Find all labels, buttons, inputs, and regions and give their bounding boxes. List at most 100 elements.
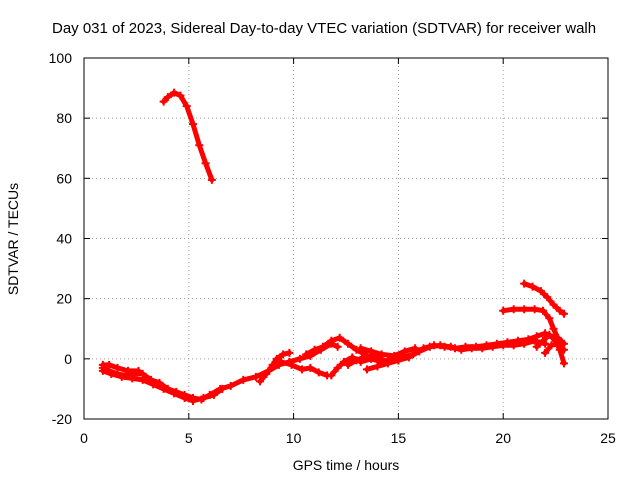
data-point (390, 351, 399, 360)
data-point (314, 368, 323, 377)
data-point (149, 380, 158, 389)
series-track-6 (277, 357, 332, 380)
data-point (377, 350, 386, 359)
data-point (425, 342, 434, 351)
series-track-1 (159, 88, 216, 184)
data-point (530, 336, 539, 345)
data-point (543, 293, 552, 302)
data-point (536, 287, 545, 296)
data-point (239, 375, 248, 384)
data-point (339, 357, 348, 366)
data-point (306, 363, 315, 372)
series-track-3 (98, 366, 227, 405)
data-point (457, 345, 466, 354)
data-point (180, 393, 189, 402)
data-point (138, 375, 147, 384)
data-point (446, 342, 455, 351)
data-point (285, 348, 294, 357)
data-point (559, 345, 568, 354)
data-point (545, 314, 554, 323)
data-point (279, 350, 288, 359)
series-track-15 (541, 339, 568, 357)
data-point (383, 359, 392, 368)
data-point (539, 306, 548, 315)
series-track-12 (499, 305, 568, 348)
data-point (436, 341, 445, 350)
chart-title: Day 031 of 2023, Sidereal Day-to-day VTE… (52, 20, 596, 37)
data-point (539, 336, 548, 345)
data-point (356, 344, 365, 353)
y-tick-label: 0 (64, 351, 72, 367)
series-track-11 (356, 344, 420, 360)
data-point (333, 342, 342, 351)
data-point (509, 305, 518, 314)
data-point (488, 342, 497, 351)
data-point (201, 159, 210, 168)
data-point (373, 362, 382, 371)
y-tick-label: -20 (52, 411, 72, 427)
data-point (207, 175, 216, 184)
x-tick-label: 25 (600, 430, 616, 446)
data-point (226, 381, 235, 390)
data-point (105, 360, 114, 369)
data-point (287, 360, 296, 369)
data-point (520, 279, 529, 288)
data-point (509, 341, 518, 350)
data-point (532, 342, 541, 351)
data-point (182, 102, 191, 111)
data-point (170, 88, 179, 97)
x-tick-label: 10 (286, 430, 302, 446)
data-point (295, 354, 304, 363)
y-tick-label: 40 (56, 231, 72, 247)
data-point (520, 305, 529, 314)
data-point (530, 305, 539, 314)
data-point (559, 359, 568, 368)
x-tick-label: 20 (495, 430, 511, 446)
y-tick-label: 60 (56, 170, 72, 186)
data-point (124, 366, 133, 375)
data-point (559, 309, 568, 318)
data-point (344, 360, 353, 369)
y-tick-label: 20 (56, 291, 72, 307)
data-point (499, 306, 508, 315)
axis-ticks: 0 5 10 15 20 25 -20 0 20 40 60 80 100 (49, 50, 616, 446)
data-point (367, 347, 376, 356)
data-point (268, 360, 277, 369)
data-point (318, 342, 327, 351)
data-point (113, 363, 122, 372)
data-point (411, 344, 420, 353)
data-point (362, 365, 371, 374)
data-point (478, 344, 487, 353)
data-point (302, 350, 311, 359)
data-point (310, 345, 319, 354)
x-tick-label: 0 (80, 430, 88, 446)
y-tick-label: 80 (56, 110, 72, 126)
data-point (188, 396, 197, 405)
data-point (218, 384, 227, 393)
y-tick-label: 100 (49, 50, 73, 66)
data-point (394, 356, 403, 365)
data-point (549, 300, 558, 309)
data-point (541, 348, 550, 357)
data-point (352, 356, 361, 365)
data-point (128, 374, 137, 383)
series-track-10 (362, 356, 403, 374)
data-point (520, 339, 529, 348)
data-point (163, 93, 172, 102)
data-point (277, 357, 286, 366)
series-track-4 (98, 360, 143, 375)
data-point (188, 120, 197, 129)
data-point (335, 333, 344, 342)
series-track-5 (256, 348, 294, 386)
series-track-13 (520, 279, 568, 318)
data-point (499, 341, 508, 350)
x-tick-label: 5 (185, 430, 193, 446)
data-point (333, 363, 342, 372)
data-point (415, 347, 424, 356)
data-point (400, 347, 409, 356)
y-axis-label: SDTVAR / TECUs (5, 183, 21, 295)
data-point (262, 369, 271, 378)
data-point (107, 369, 116, 378)
data-point (117, 372, 126, 381)
data-point (297, 365, 306, 374)
